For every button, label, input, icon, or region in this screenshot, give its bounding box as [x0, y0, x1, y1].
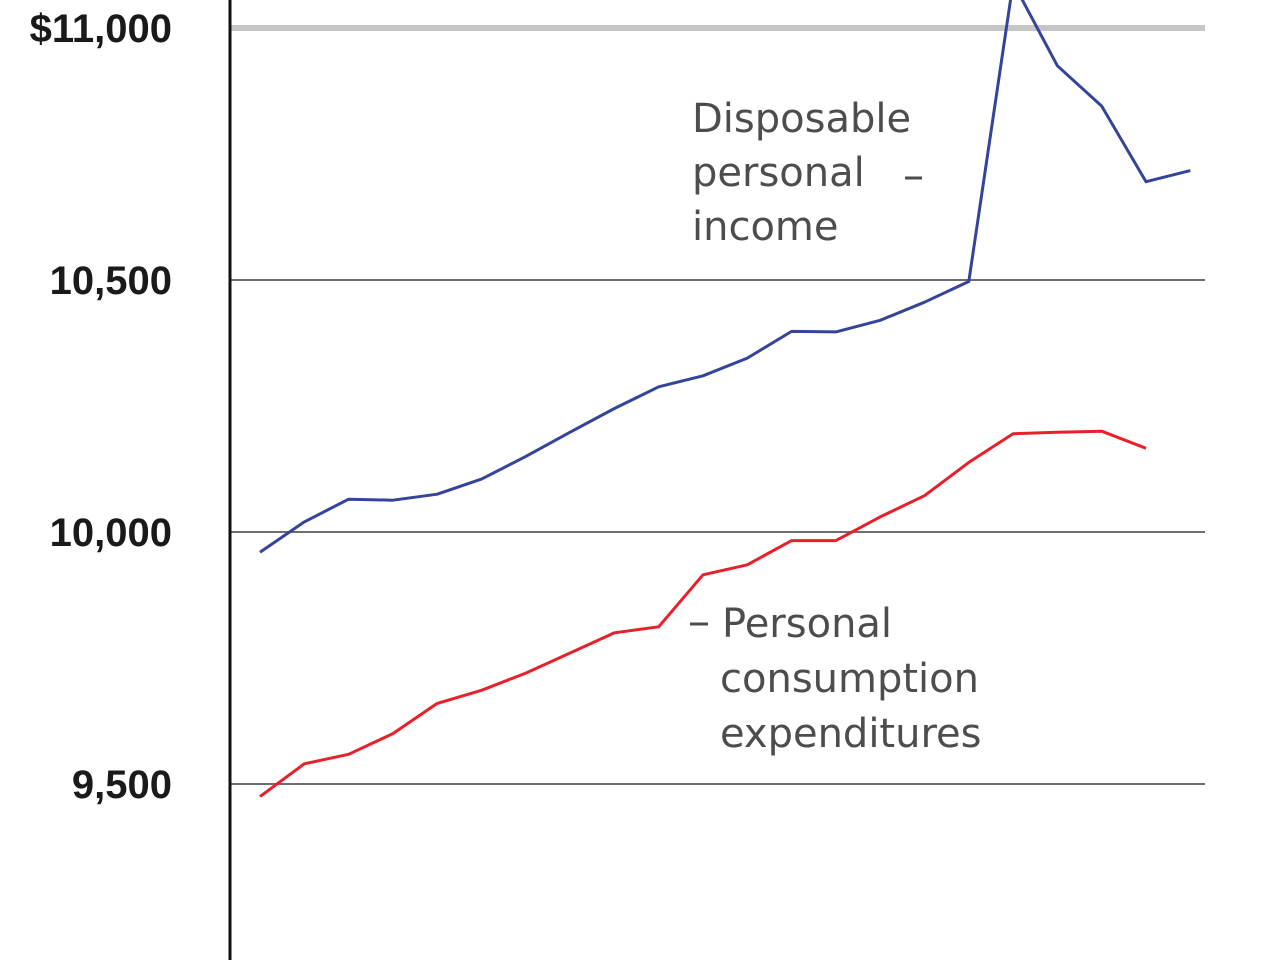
income-label-line-2: personal	[692, 150, 865, 196]
gridlines	[230, 25, 1205, 785]
y-tick-label: 10,000	[50, 511, 172, 555]
income-label-line-3: income	[692, 204, 839, 250]
consumption-series-label: Personal consumption expenditures	[720, 601, 992, 757]
consumption-series-line	[259, 429, 1147, 798]
income-series-label: Disposable personal income	[692, 96, 924, 250]
y-tick-label: 9,500	[72, 763, 172, 807]
consumption-label-line-2: consumption	[720, 656, 979, 702]
series-lines	[259, 0, 1191, 798]
income-series-line	[259, 0, 1191, 554]
consumption-label-line-1: Personal	[722, 601, 892, 647]
y-tick-labels: $11,000 10,500 10,000 9,500	[30, 7, 172, 807]
income-label-line-1: Disposable	[692, 96, 911, 142]
y-tick-label: $11,000	[30, 7, 172, 51]
consumption-label-line-3: expenditures	[720, 711, 981, 757]
y-tick-label: 10,500	[50, 259, 172, 303]
